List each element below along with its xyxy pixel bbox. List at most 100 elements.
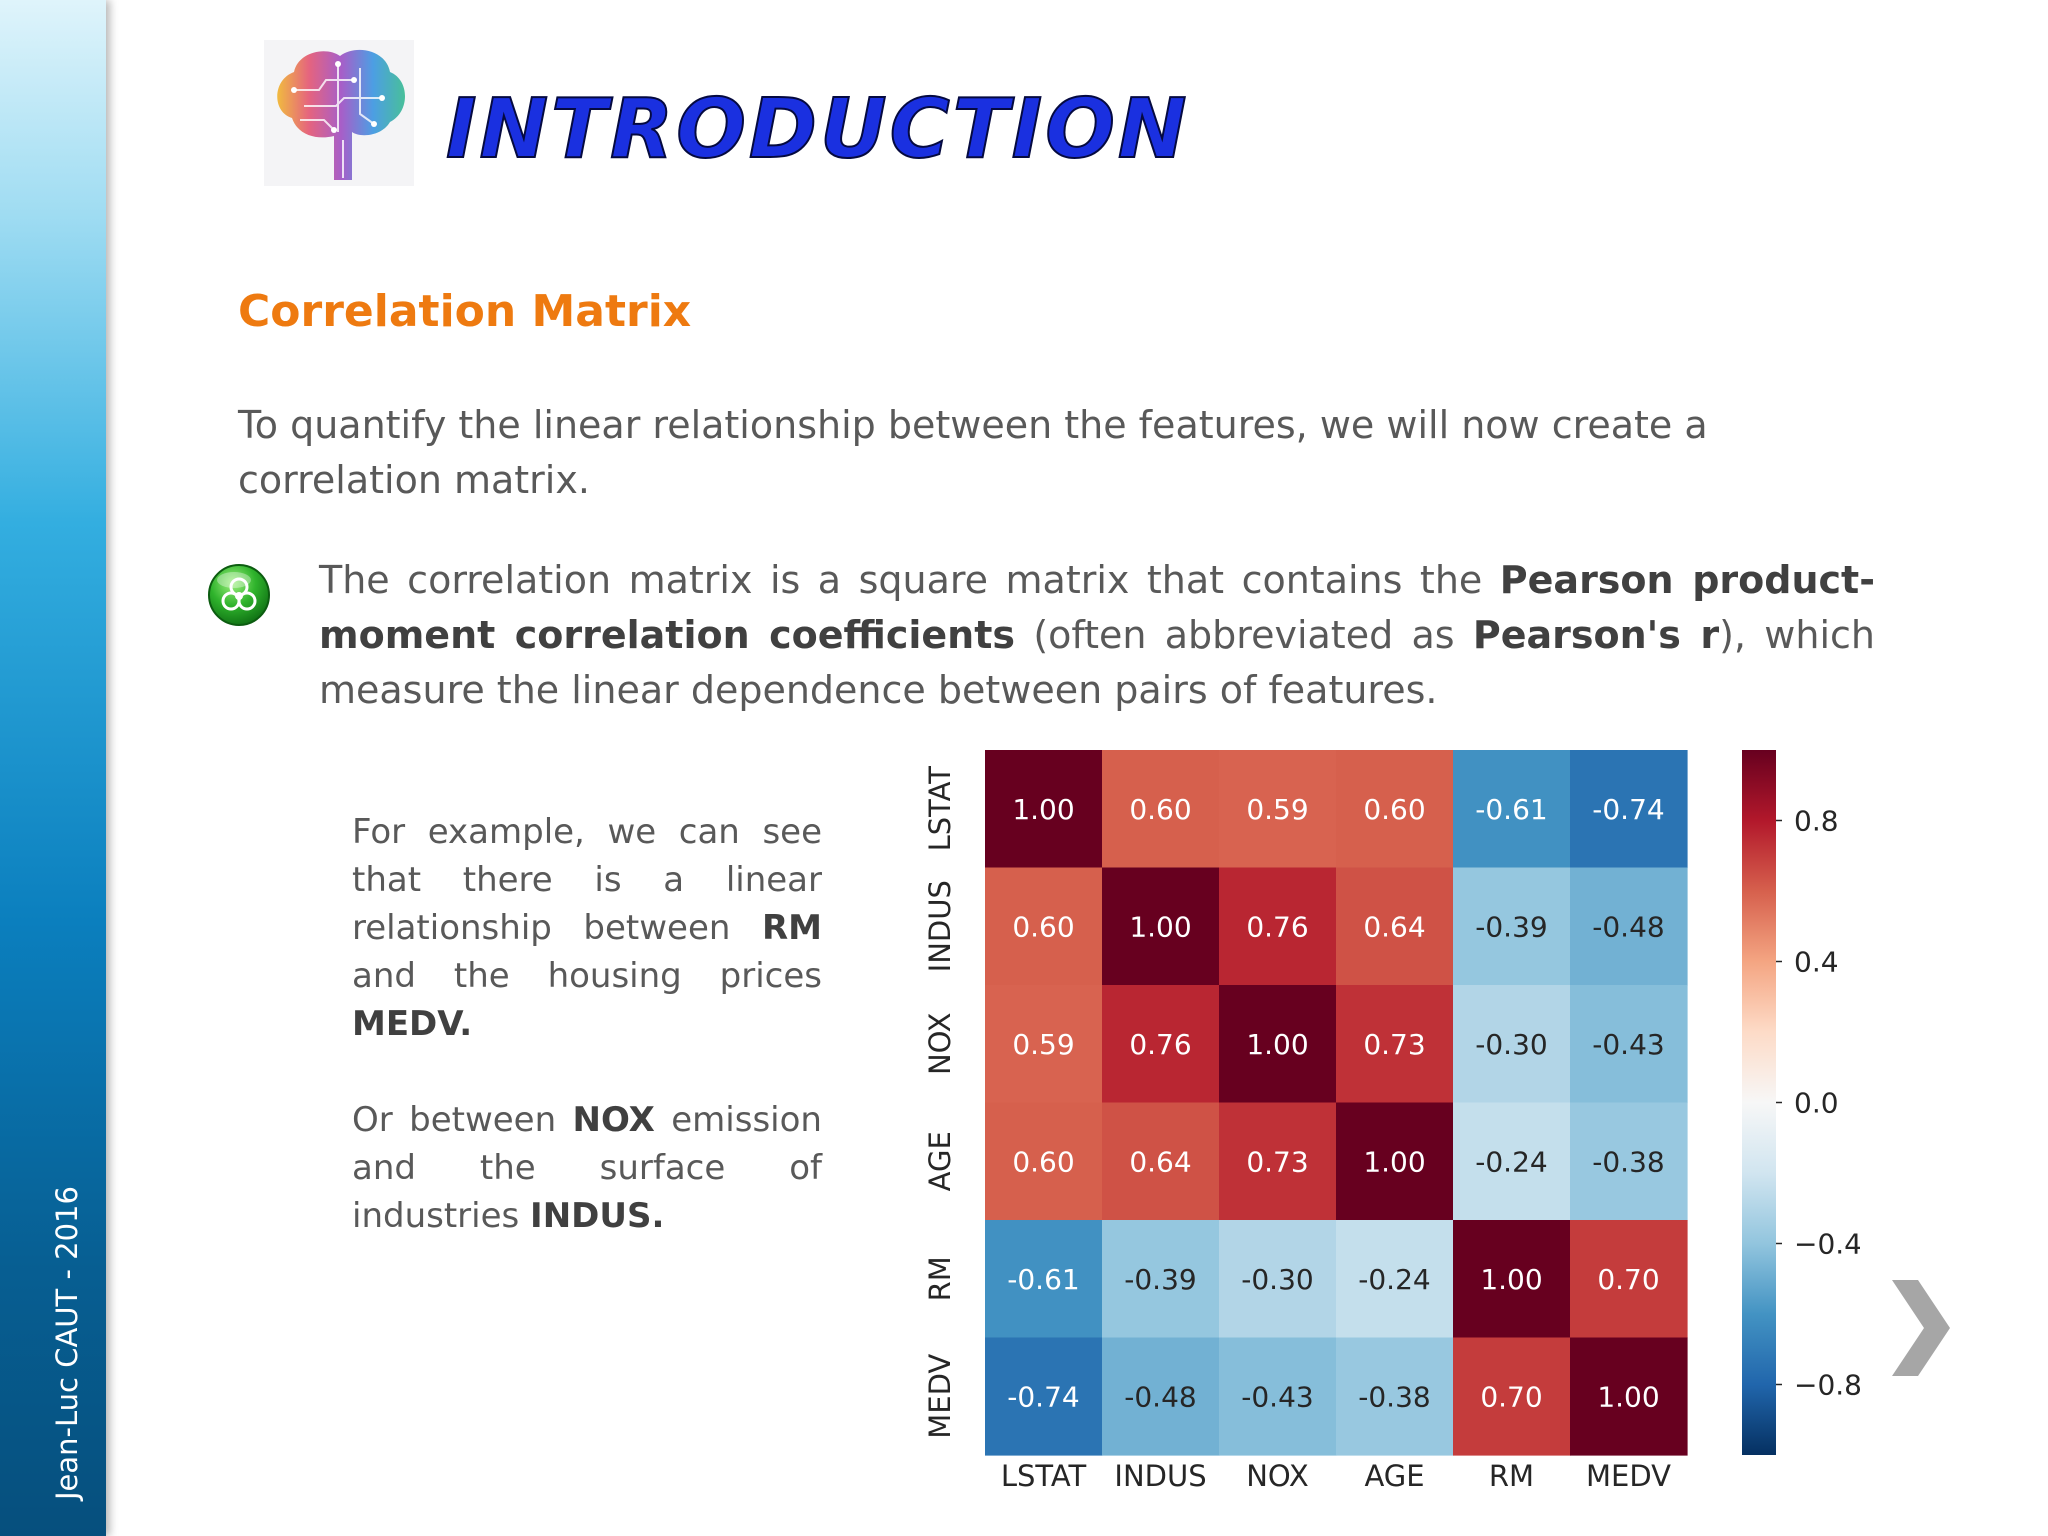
example-bold-term: RM <box>761 908 822 948</box>
y-tick-label: INDUS <box>923 880 957 972</box>
colorbar <box>1742 750 1776 1455</box>
heatmap-cell <box>1102 1102 1220 1221</box>
bullet-text-part: (often abbreviated as <box>1015 613 1473 657</box>
heatmap-cell-label: -0.74 <box>1592 793 1664 826</box>
heatmap-cell <box>1336 1102 1454 1221</box>
heatmap-cell <box>985 1337 1103 1456</box>
bullet-bold-term: Pearson product-moment correlation coeff… <box>319 558 1875 657</box>
heatmap-cell-label: 1.00 <box>1363 1145 1425 1178</box>
circuit-brain-icon <box>264 40 414 186</box>
heatmap-cell <box>1219 985 1337 1104</box>
x-tick-label: LSTAT <box>1001 1459 1087 1493</box>
colorbar-tick-label: 0.8 <box>1794 805 1839 838</box>
heatmap-cell-label: 0.64 <box>1129 1145 1191 1178</box>
heatmap-cell-label: -0.74 <box>1007 1380 1079 1413</box>
heatmap-cell <box>1570 985 1688 1104</box>
example-text: For example, we can see that there is a … <box>352 808 822 1240</box>
heatmap-cell-label: -0.48 <box>1124 1380 1196 1413</box>
heatmap-cell <box>1102 867 1220 986</box>
heatmap-cell <box>1570 1337 1688 1456</box>
heatmap-cell <box>1336 1220 1454 1339</box>
y-tick-label: MEDV <box>923 1354 957 1439</box>
heatmap-cell-label: 0.73 <box>1363 1028 1425 1061</box>
heatmap-cell <box>1336 867 1454 986</box>
x-tick-label: NOX <box>1246 1459 1309 1493</box>
heatmap-cell-label: -0.48 <box>1592 910 1664 943</box>
heatmap-cell <box>1102 985 1220 1104</box>
heatmap-cell <box>1219 1102 1337 1221</box>
example-text-part: Or between <box>352 1100 573 1140</box>
heatmap-cell <box>1336 750 1454 869</box>
heatmap-cell <box>985 985 1103 1104</box>
example-text-part: and the housing prices <box>352 956 822 996</box>
heatmap-cell <box>1570 1102 1688 1221</box>
heatmap-cell-label: -0.24 <box>1475 1145 1547 1178</box>
section-heading: Correlation Matrix <box>238 286 692 337</box>
colorbar-tick-label: −0.8 <box>1794 1369 1860 1402</box>
example-text-part: For example, we can see that there is a … <box>352 812 822 948</box>
heatmap-cell <box>1219 1337 1337 1456</box>
colorbar-tick-label: 0.4 <box>1794 946 1839 979</box>
heatmap-cell <box>1570 867 1688 986</box>
example-paragraph: For example, we can see that there is a … <box>352 808 822 1048</box>
bullet-bold-term: Pearson's r <box>1472 613 1720 657</box>
example-text-part: emission and the surface of industries <box>352 1100 822 1236</box>
heatmap-cell <box>985 1220 1103 1339</box>
y-tick-label: LSTAT <box>923 766 957 852</box>
heatmap-cell-label: 0.60 <box>1129 793 1191 826</box>
heatmap-cell-label: 0.73 <box>1246 1145 1308 1178</box>
heatmap-cell <box>1219 750 1337 869</box>
x-tick-label: INDUS <box>1114 1459 1206 1493</box>
bullet-text-part: ), which measure the linear dependence b… <box>319 613 1876 712</box>
y-tick-label: NOX <box>923 1012 957 1075</box>
heatmap-cell <box>1453 1102 1571 1221</box>
heatmap-cell <box>1453 985 1571 1104</box>
bullet-paragraph: The correlation matrix is a square matri… <box>319 553 1875 718</box>
example-bold-term: MEDV. <box>352 1004 473 1044</box>
heatmap-cell <box>1219 867 1337 986</box>
chevron-right-icon[interactable] <box>1886 1276 1954 1380</box>
bullet-text-part: The correlation matrix is a square matri… <box>319 558 1500 602</box>
heatmap-cell-label: -0.30 <box>1241 1263 1313 1296</box>
heatmap-cell <box>1453 750 1571 869</box>
heatmap-cell-label: 0.60 <box>1363 793 1425 826</box>
heatmap-cell <box>1336 1337 1454 1456</box>
example-bold-term: INDUS. <box>530 1196 665 1236</box>
heatmap-cell <box>1102 1337 1220 1456</box>
heatmap-cell <box>1453 867 1571 986</box>
heatmap-cell <box>985 750 1103 869</box>
heatmap-cell-label: 0.59 <box>1012 1028 1074 1061</box>
heatmap-cell-label: -0.39 <box>1475 910 1547 943</box>
heatmap-cell-label: 0.60 <box>1012 1145 1074 1178</box>
heatmap-cell-label: 0.76 <box>1246 910 1308 943</box>
heatmap-cell-label: -0.24 <box>1358 1263 1430 1296</box>
heatmap-cell-label: -0.61 <box>1007 1263 1079 1296</box>
colorbar-tick-label: 0.0 <box>1794 1087 1839 1120</box>
correlation-heatmap: 1.00 0.60 0.59 0.60 -0.61 -0.74 0.60 1.00 0.76 0.… <box>923 750 1860 1493</box>
heatmap-cell-label: 1.00 <box>1480 1263 1542 1296</box>
y-tick-label: RM <box>923 1256 957 1301</box>
example-paragraph: Or between NOX emission and the surface … <box>352 1096 822 1240</box>
slide-title: INTRODUCTION <box>445 81 1190 178</box>
heatmap-cell-label: -0.30 <box>1475 1028 1547 1061</box>
heatmap-cell-label: -0.43 <box>1592 1028 1664 1061</box>
heatmap-cell <box>1453 1337 1571 1456</box>
heatmap-cell-label: 1.00 <box>1129 910 1191 943</box>
heatmap-cell-label: 1.00 <box>1597 1380 1659 1413</box>
example-bold-term: NOX <box>572 1100 655 1140</box>
colorbar-tick-label: −0.4 <box>1794 1228 1860 1261</box>
heatmap-cell <box>1219 1220 1337 1339</box>
heatmap-cell-label: 1.00 <box>1246 1028 1308 1061</box>
heatmap-cell-label: -0.38 <box>1592 1145 1664 1178</box>
heatmap-cell-label: -0.38 <box>1358 1380 1430 1413</box>
heatmap-cell-label: -0.61 <box>1475 793 1547 826</box>
heatmap-cell-label: -0.43 <box>1241 1380 1313 1413</box>
heatmap-cell <box>1336 985 1454 1104</box>
heatmap-cell-label: 0.64 <box>1363 910 1425 943</box>
heatmap-cell <box>985 867 1103 986</box>
heatmap-cell-label: -0.39 <box>1124 1263 1196 1296</box>
heatmap-cell-label: 0.70 <box>1597 1263 1659 1296</box>
heatmap-cell <box>1570 750 1688 869</box>
heatmap-cell <box>985 1102 1103 1221</box>
heatmap-cell <box>1102 750 1220 869</box>
